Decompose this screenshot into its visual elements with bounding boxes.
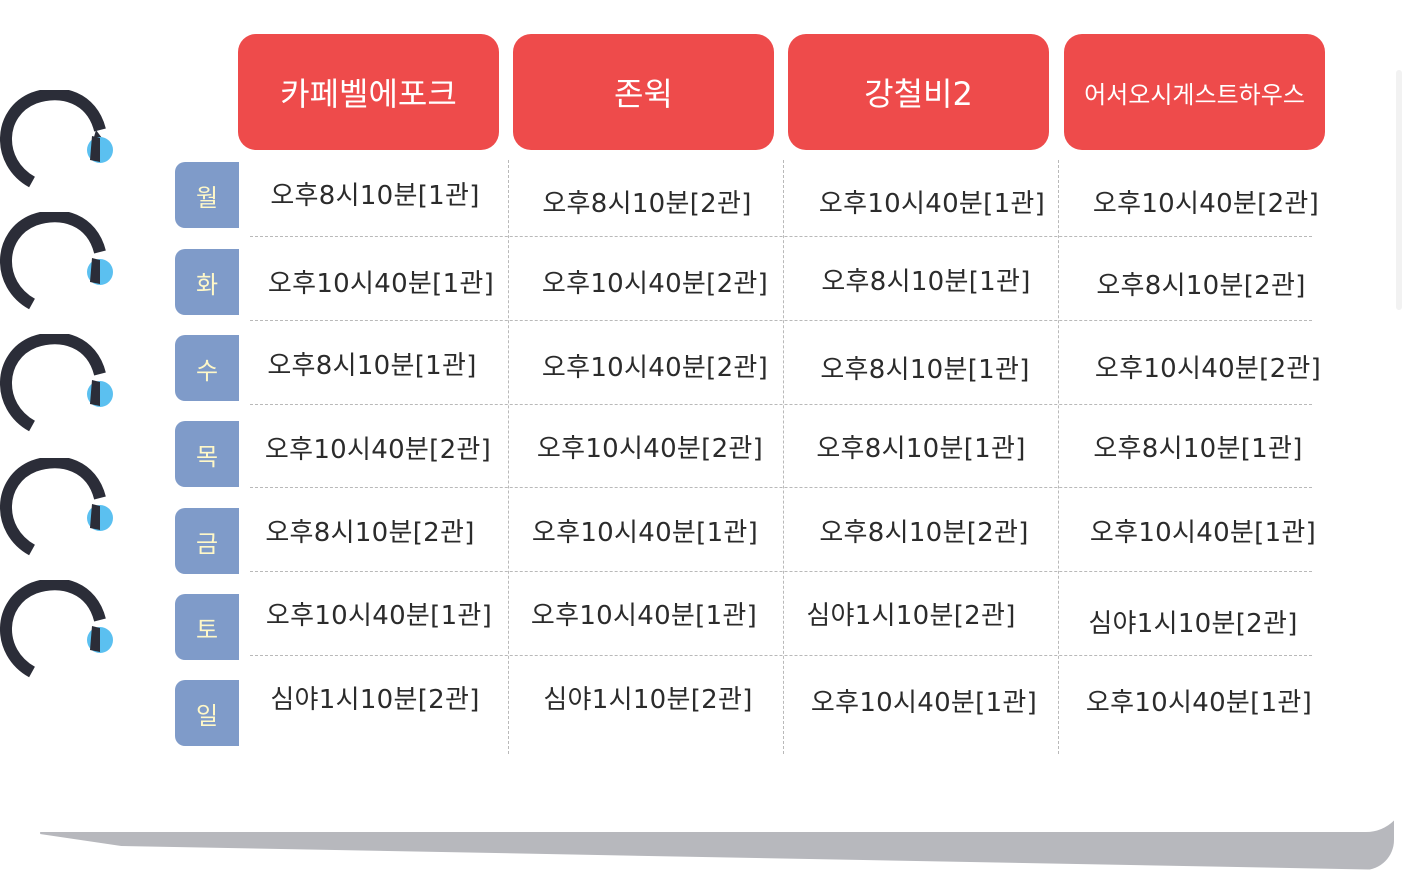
- schedule-cell: 오후10시40분[1관]: [531, 517, 759, 548]
- schedule-cell: 오후10시40분[2관]: [541, 268, 769, 299]
- schedule-cell: 오후10시40분[2관]: [536, 433, 764, 464]
- day-label-tue: 화: [175, 249, 239, 315]
- schedule-cell: 심야1시10분[2관]: [1088, 608, 1298, 639]
- binding-ring-icon: [0, 334, 113, 432]
- schedule-cell: 오후8시10분[1관]: [267, 350, 477, 381]
- schedule-cell: 오후10시40분[2관]: [264, 434, 492, 465]
- column-divider: [783, 160, 784, 754]
- schedule-cell: 심야1시10분[2관]: [806, 600, 1016, 631]
- day-label-thu: 목: [175, 421, 239, 487]
- binding-ring-icon: [0, 580, 113, 678]
- venue-header-guesthouse: 어서오시게스트하우스: [1064, 34, 1325, 150]
- day-label-mon: 월: [175, 162, 239, 228]
- schedule-cell: 오후10시40분[2관]: [1092, 188, 1320, 219]
- schedule-cell: 심야1시10분[2관]: [543, 684, 753, 715]
- column-divider: [508, 160, 509, 754]
- venue-header-john-wick: 존윅: [513, 34, 774, 150]
- venue-header-cafe-belle-epoque: 카페벨에포크: [238, 34, 499, 150]
- schedule-cell: 오후10시40분[1관]: [267, 268, 495, 299]
- schedule-cell: 오후10시40분[1관]: [1085, 687, 1313, 718]
- binding-ring-icon: [0, 90, 113, 188]
- day-label-sat: 토: [175, 594, 239, 660]
- binding-ring-icon: [0, 458, 113, 556]
- schedule-cell: 오후8시10분[1관]: [1093, 433, 1303, 464]
- day-label-fri: 금: [175, 508, 239, 574]
- page-edge: [1396, 70, 1402, 310]
- row-divider: [250, 655, 1312, 656]
- schedule-cell: 오후8시10분[2관]: [542, 188, 752, 219]
- schedule-cell: 오후10시40분[1관]: [1089, 517, 1317, 548]
- binding-ring-icon: [0, 212, 113, 310]
- row-divider: [250, 236, 1312, 237]
- venue-header-steel-rain-2: 강철비2: [788, 34, 1049, 150]
- schedule-cell: 오후10시40분[2관]: [1094, 353, 1322, 384]
- schedule-cell: 심야1시10분[2관]: [270, 684, 480, 715]
- schedule-cell: 오후8시10분[1관]: [816, 433, 1026, 464]
- schedule-cell: 오후8시10분[2관]: [1096, 270, 1306, 301]
- schedule-cell: 오후8시10분[1관]: [821, 266, 1031, 297]
- row-divider: [250, 320, 1312, 321]
- schedule-cell: 오후10시40분[2관]: [541, 352, 769, 383]
- schedule-cell: 오후10시40분[1관]: [810, 687, 1038, 718]
- row-divider: [250, 571, 1312, 572]
- column-divider: [1058, 160, 1059, 754]
- schedule-cell: 오후8시10분[2관]: [265, 517, 475, 548]
- row-divider: [250, 404, 1312, 405]
- row-divider: [250, 487, 1312, 488]
- schedule-cell: 오후8시10분[1관]: [270, 180, 480, 211]
- schedule-cell: 오후10시40분[1관]: [818, 188, 1046, 219]
- day-label-wed: 수: [175, 335, 239, 401]
- schedule-cell: 오후8시10분[1관]: [820, 354, 1030, 385]
- schedule-cell: 오후8시10분[2관]: [819, 517, 1029, 548]
- day-label-sun: 일: [175, 680, 239, 746]
- schedule-cell: 오후10시40분[1관]: [265, 600, 493, 631]
- schedule-cell: 오후10시40분[1관]: [530, 600, 758, 631]
